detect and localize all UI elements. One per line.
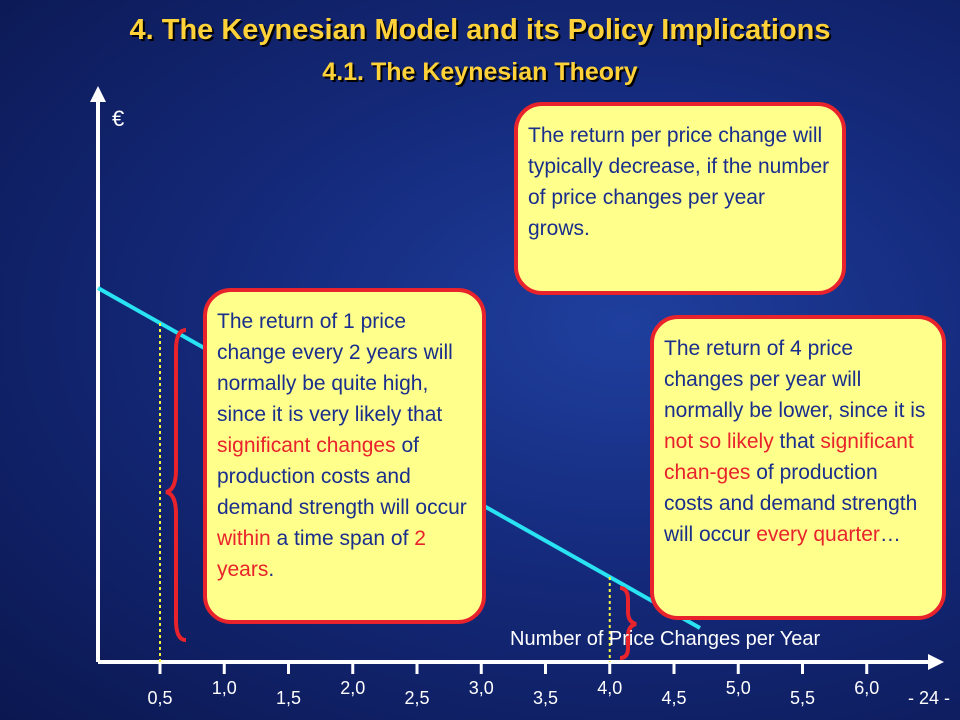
slide-title: 4. The Keynesian Model and its Policy Im… <box>129 14 831 46</box>
callout-text: a time span of <box>270 527 415 550</box>
x-tick-label: 1,5 <box>275 688 302 708</box>
callout-text: . <box>268 558 275 581</box>
y-axis-label: € <box>112 106 125 131</box>
x-tick-label: 4,0 <box>597 678 623 698</box>
callout-text: that <box>773 430 821 453</box>
highlight-text: significant changes <box>217 434 396 457</box>
x-tick-label: 3,5 <box>532 688 559 708</box>
callout-text: of production costs and demand strength … <box>664 461 918 546</box>
callout-high-frequency: The return of 4 price changes per year w… <box>650 315 946 620</box>
callout-text: The return of 4 price changes per year w… <box>664 337 926 422</box>
callout-return-decrease: The return per price change will typical… <box>514 102 846 295</box>
marker-lines <box>159 323 611 662</box>
x-tick-label: 2,5 <box>404 688 430 708</box>
highlight-text: within <box>217 527 271 550</box>
highlight-text: not so likely <box>664 430 774 453</box>
highlight-text: 2 years <box>217 527 426 581</box>
highlight-text: significant chan-ges <box>664 430 914 484</box>
callout-low-frequency: The return of 1 price change every 2 yea… <box>203 288 486 624</box>
x-tick-label: 5,0 <box>725 678 751 698</box>
y-axis-arrowhead <box>90 86 106 102</box>
callout-text: of production costs and demand strength … <box>217 434 467 519</box>
x-tick-label: 4,5 <box>661 688 687 708</box>
callout-text: The return per price change will typical… <box>528 124 830 240</box>
slide-subtitle: 4.1. The Keynesian Theory <box>322 58 638 86</box>
callout-text: … <box>879 523 901 546</box>
x-tick-label: 2,0 <box>340 678 366 698</box>
x-tick-label: 3,0 <box>468 678 494 698</box>
callout-text: The return of 1 price change every 2 yea… <box>217 310 453 426</box>
x-axis-arrowhead <box>928 654 944 670</box>
x-tick-label: 0,5 <box>147 688 173 708</box>
x-axis-label: Number of Price Changes per Year <box>510 628 821 650</box>
x-tick-label: 5,5 <box>789 688 816 708</box>
x-tick-label: 1,0 <box>211 678 237 698</box>
x-tick-label: 6,0 <box>854 678 880 698</box>
left-curly-brace <box>165 328 187 642</box>
right-curly-brace <box>619 586 637 660</box>
page-number: - 24 - <box>907 688 950 708</box>
x-axis-ticks <box>158 662 869 674</box>
highlight-text: every quarter <box>756 523 880 546</box>
